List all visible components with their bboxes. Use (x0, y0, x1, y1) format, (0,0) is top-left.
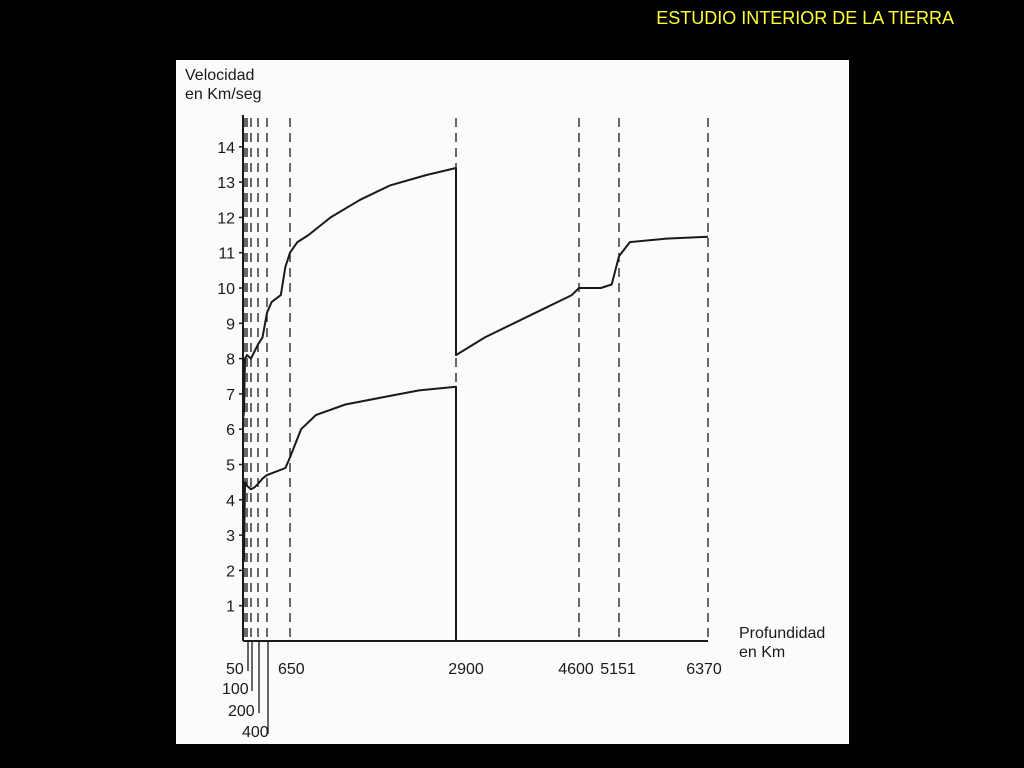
y-tick-label-12: 12 (217, 210, 235, 227)
y-tick-label-9: 9 (226, 316, 235, 333)
slide-title: ESTUDIO INTERIOR DE LA TIERRA (656, 8, 954, 28)
y-tick-label-6: 6 (226, 422, 235, 439)
depth-label-2900: 2900 (448, 661, 484, 678)
depth-label-6370: 6370 (686, 661, 722, 678)
y-tick-label-13: 13 (217, 175, 235, 192)
depth-label-50: 50 (226, 661, 244, 678)
y-tick-label-11: 11 (218, 246, 235, 263)
y-tick-label-8: 8 (226, 352, 235, 369)
y-axis-title-line-1: Velocidad (185, 67, 254, 84)
depth-label-5151: 5151 (600, 661, 636, 678)
velocity-curve-2 (242, 385, 457, 641)
y-tick-label-2: 2 (226, 563, 235, 580)
figure-panel: 1 2 3 4 5 6 7 8 9 10 11 12 13 14 Velocidad en Km/seg Pro… (176, 60, 849, 744)
y-tick-label-10: 10 (217, 281, 235, 298)
y-tick-label-14: 14 (217, 140, 235, 157)
x-axis-title-line-2: en Km (739, 644, 785, 661)
y-tick-label-5: 5 (226, 458, 235, 475)
y-tick-label-4: 4 (226, 493, 235, 510)
depth-label-400: 400 (242, 724, 269, 741)
depth-label-100: 100 (222, 681, 249, 698)
y-tick-label-3: 3 (226, 528, 235, 545)
depth-label-650: 650 (278, 661, 305, 678)
depth-label-4600: 4600 (558, 661, 594, 678)
y-tick-label-7: 7 (226, 387, 235, 404)
velocity-curve-1 (242, 167, 709, 419)
depth-label-200: 200 (228, 703, 255, 720)
y-tick-label-1: 1 (226, 599, 235, 616)
x-axis-title-line-1: Profundidad (739, 625, 825, 642)
y-axis-title-line-2: en Km/seg (185, 86, 261, 103)
